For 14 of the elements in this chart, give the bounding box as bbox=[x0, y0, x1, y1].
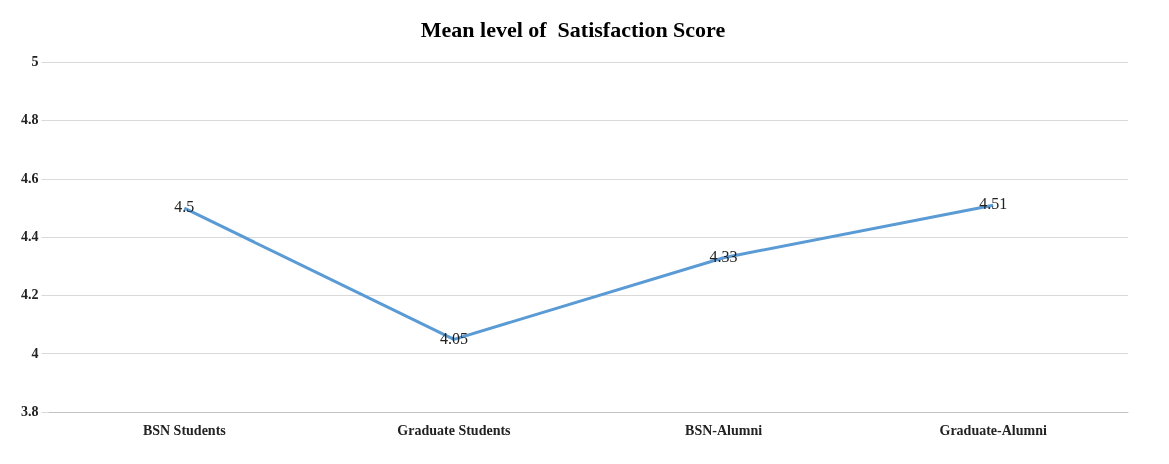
x-tick-label: Graduate-Alumni bbox=[939, 423, 1047, 439]
x-tick-label: Graduate Students bbox=[397, 423, 512, 439]
y-tick-label: 5 bbox=[31, 54, 39, 70]
y-tick-label: 4.4 bbox=[21, 228, 39, 244]
y-tick-label: 4.8 bbox=[21, 112, 39, 128]
data-label: 4.51 bbox=[979, 195, 1008, 213]
y-tick-label: 4 bbox=[31, 345, 39, 361]
y-tick-label: 3.8 bbox=[21, 403, 39, 419]
y-tick-label: 4.6 bbox=[21, 170, 39, 186]
y-tick-label: 4.2 bbox=[21, 287, 39, 303]
x-tick-label: BSN-Alumni bbox=[685, 423, 763, 439]
chart-title: Mean level of Satisfaction Score bbox=[420, 16, 726, 42]
data-label: 4.5 bbox=[174, 198, 195, 216]
x-tick-label: BSN Students bbox=[142, 423, 227, 439]
